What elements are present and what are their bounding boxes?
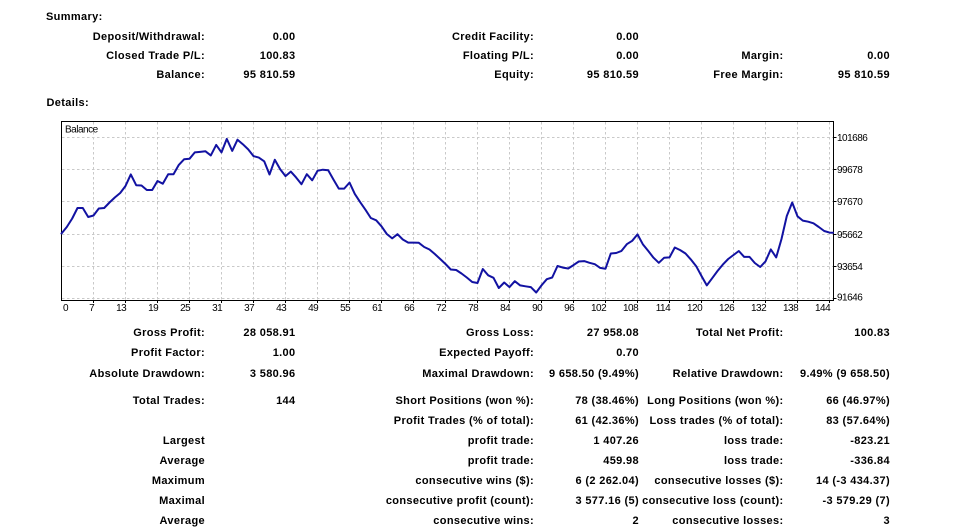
svg-text:55: 55 bbox=[340, 303, 351, 314]
svg-text:72: 72 bbox=[436, 303, 447, 314]
svg-text:132: 132 bbox=[751, 303, 767, 314]
svg-text:49: 49 bbox=[308, 303, 319, 314]
svg-text:Balance: Balance bbox=[65, 125, 99, 136]
svg-text:91646: 91646 bbox=[837, 292, 863, 303]
svg-text:31: 31 bbox=[212, 303, 223, 314]
svg-text:84: 84 bbox=[500, 303, 511, 314]
svg-text:7: 7 bbox=[89, 303, 95, 314]
svg-text:25: 25 bbox=[180, 303, 191, 314]
svg-text:13: 13 bbox=[116, 303, 127, 314]
svg-text:95662: 95662 bbox=[837, 230, 863, 241]
svg-text:19: 19 bbox=[148, 303, 159, 314]
svg-text:101686: 101686 bbox=[837, 133, 868, 144]
svg-text:0: 0 bbox=[63, 303, 69, 314]
svg-text:66: 66 bbox=[404, 303, 415, 314]
svg-text:102: 102 bbox=[591, 303, 607, 314]
svg-text:108: 108 bbox=[623, 303, 639, 314]
svg-text:93654: 93654 bbox=[837, 262, 863, 273]
svg-text:78: 78 bbox=[468, 303, 479, 314]
svg-text:126: 126 bbox=[719, 303, 735, 314]
svg-text:114: 114 bbox=[656, 303, 671, 314]
svg-text:37: 37 bbox=[244, 303, 255, 314]
svg-text:43: 43 bbox=[276, 303, 287, 314]
svg-text:120: 120 bbox=[687, 303, 703, 314]
svg-text:97670: 97670 bbox=[837, 197, 863, 208]
svg-text:99678: 99678 bbox=[837, 165, 863, 176]
svg-text:90: 90 bbox=[532, 303, 543, 314]
svg-text:96: 96 bbox=[564, 303, 575, 314]
svg-text:61: 61 bbox=[372, 303, 383, 314]
svg-text:138: 138 bbox=[783, 303, 799, 314]
svg-text:144: 144 bbox=[815, 303, 831, 314]
